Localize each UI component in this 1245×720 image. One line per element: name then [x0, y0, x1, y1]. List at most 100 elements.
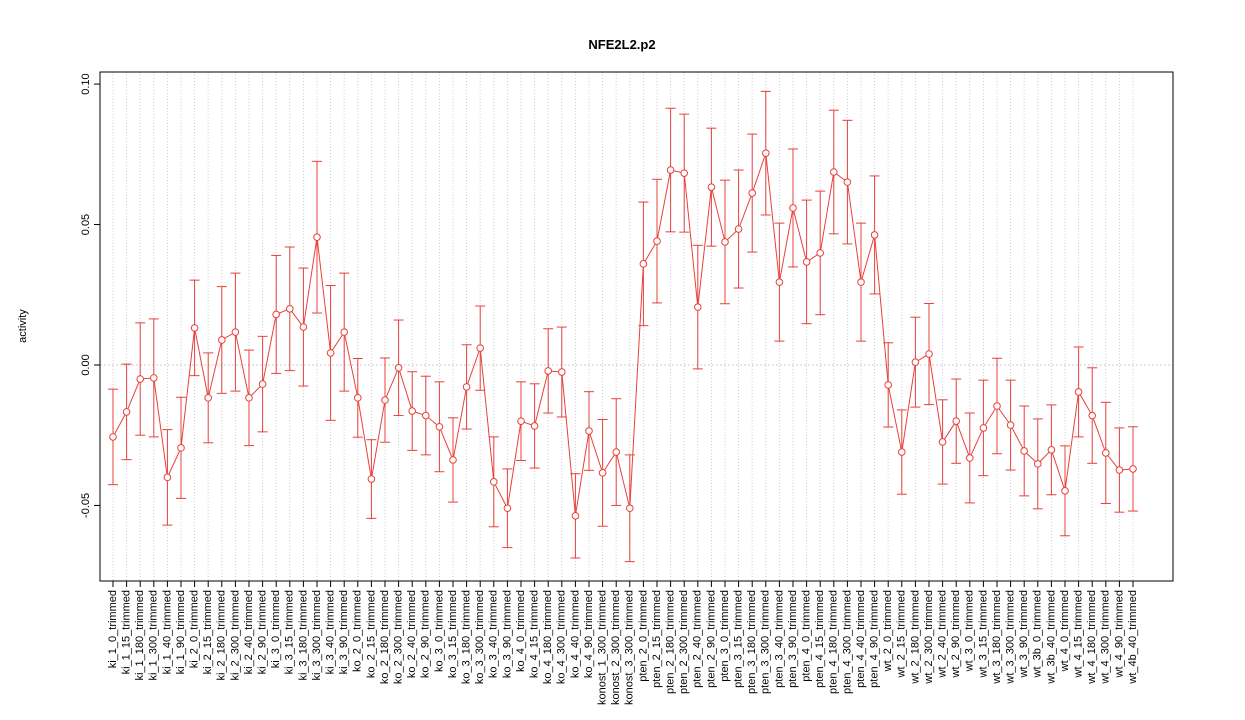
x-tick-label: ki_1_40_trimmed [161, 590, 173, 674]
x-tick-label: ko_2_15_trimmed [365, 590, 377, 678]
y-tick-label: 0.10 [80, 73, 92, 94]
x-tick-label: wt_4b_40_trimmed [1127, 590, 1139, 685]
point [666, 166, 675, 174]
point [585, 427, 593, 435]
x-tick-label: pten_4_40_trimmed [855, 590, 867, 688]
point [626, 504, 634, 513]
x-tick-label: wt_4_180_trimmed [1086, 590, 1098, 685]
x-tick-label: wt_3_0_trimmed [964, 590, 976, 672]
point [1034, 460, 1042, 468]
x-tick-label: ki_1_180_trimmed [134, 590, 146, 681]
x-tick-label: pten_2_0_trimmed [637, 590, 649, 682]
point [367, 475, 376, 483]
point [517, 417, 525, 425]
point [1115, 466, 1124, 474]
point [394, 363, 403, 372]
point [136, 375, 144, 383]
point [476, 344, 485, 352]
y-axis-label: activity [17, 309, 29, 343]
x-tick-label: ki_2_15_trimmed [202, 590, 214, 674]
point [435, 422, 444, 431]
point [884, 381, 893, 389]
point [830, 168, 838, 176]
x-tick-label: wt_4_90_trimmed [1113, 590, 1125, 678]
x-tick-label: ki_1_90_trimmed [175, 590, 187, 674]
x-tick-label: konost_1_300_trimmed [597, 590, 609, 705]
x-tick-label: pten_2_300_trimmed [678, 590, 690, 694]
point [1129, 465, 1137, 473]
point [966, 454, 974, 462]
point [340, 328, 349, 336]
point [870, 231, 879, 239]
x-tick-label: pten_4_90_trimmed [869, 590, 881, 688]
point [694, 303, 702, 311]
x-tick-label: pten_4_15_trimmed [814, 590, 826, 688]
x-tick-label: ki_3_300_trimmed [311, 590, 323, 681]
x-tick-label: wt_2_15_trimmed [896, 590, 908, 678]
x-tick-label: ki_2_90_trimmed [257, 590, 269, 674]
point [109, 433, 117, 441]
point [326, 349, 335, 357]
point [653, 237, 661, 245]
point [721, 238, 729, 246]
x-tick-label: wt_2_180_trimmed [909, 590, 921, 685]
point [490, 478, 498, 486]
x-tick-label: pten_3_300_trimmed [760, 590, 772, 694]
x-tick-label: ko_2_90_trimmed [420, 590, 432, 678]
point [938, 438, 947, 446]
point [150, 374, 158, 382]
x-tick-label: ko_4_0_trimmed [515, 590, 527, 672]
point [1020, 447, 1028, 455]
x-tick-label: ki_3_15_trimmed [284, 590, 296, 674]
point [177, 444, 185, 452]
y-tick-label: 0.05 [80, 214, 92, 235]
point [286, 305, 294, 313]
x-tick-label: ki_3_40_trimmed [325, 590, 337, 674]
x-tick-label: ko_3_0_trimmed [433, 590, 445, 672]
point [1006, 421, 1015, 429]
point [925, 350, 933, 358]
point [571, 512, 580, 520]
point [381, 396, 389, 404]
point [639, 260, 648, 268]
x-tick-label: wt_2_40_trimmed [937, 590, 949, 678]
point [857, 278, 865, 286]
x-tick-label: ko_3_15_trimmed [447, 590, 459, 678]
x-tick-label: konost_2_300_trimmed [610, 590, 622, 705]
x-tick-label: ki_2_180_trimmed [216, 590, 228, 681]
x-tick-label: wt_3_180_trimmed [991, 590, 1003, 685]
point [843, 178, 852, 186]
point [816, 249, 825, 257]
x-tick-label: pten_4_0_trimmed [801, 590, 813, 682]
x-tick-label: pten_2_180_trimmed [665, 590, 677, 694]
point [204, 394, 212, 402]
point [190, 324, 199, 332]
x-tick-label: pten_3_90_trimmed [787, 590, 799, 688]
point [748, 189, 757, 197]
point [775, 278, 784, 286]
point [1088, 411, 1096, 420]
x-tick-label: wt_4_15_trimmed [1073, 590, 1085, 678]
x-tick-label: ko_2_0_trimmed [352, 590, 364, 672]
x-tick-label: pten_4_180_trimmed [828, 590, 840, 694]
x-tick-label: pten_3_15_trimmed [733, 590, 745, 688]
point [462, 383, 471, 391]
y-tick-label: 0.00 [80, 354, 92, 375]
point [503, 504, 512, 513]
x-tick-label: wt_4_300_trimmed [1100, 590, 1112, 685]
x-tick-label: ko_3_40_trimmed [488, 590, 500, 678]
x-tick-label: ko_4_40_trimmed [569, 590, 581, 678]
point [258, 380, 267, 388]
x-tick-label: pten_2_40_trimmed [692, 590, 704, 688]
x-tick-label: pten_3_180_trimmed [746, 590, 758, 694]
x-tick-label: ki_1_300_trimmed [148, 590, 160, 681]
point [558, 368, 566, 376]
point [952, 417, 961, 425]
point [163, 473, 172, 482]
point [449, 456, 457, 464]
x-tick-label: ko_3_180_trimmed [461, 590, 473, 684]
point [1102, 449, 1110, 457]
point [707, 183, 716, 191]
x-tick-label: ki_3_0_trimmed [270, 590, 282, 668]
point [313, 233, 321, 241]
